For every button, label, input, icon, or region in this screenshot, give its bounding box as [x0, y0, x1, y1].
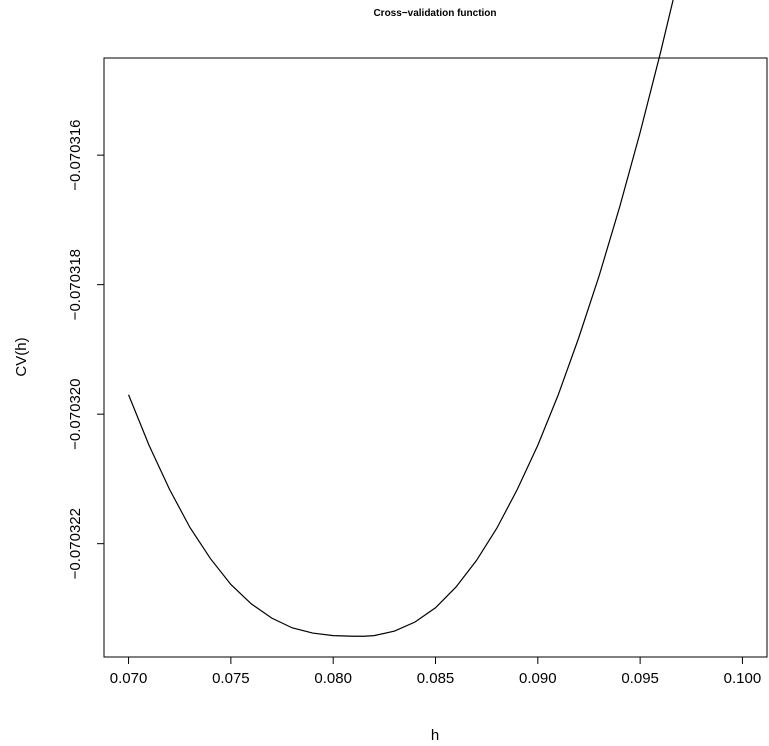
cv-curve-line [128, 0, 674, 637]
x-tick-label: 0.080 [314, 670, 352, 687]
y-tick-label: −0.070320 [67, 378, 84, 449]
x-axis: 0.070 0.075 0.080 0.085 0.090 0.095 0.100 [110, 657, 761, 687]
x-tick-label: 0.070 [110, 670, 148, 687]
y-tick-label: −0.070318 [67, 249, 84, 320]
x-tick-label: 0.100 [724, 670, 762, 687]
y-axis-label: CV(h) [13, 337, 30, 376]
y-tick-label: −0.070322 [67, 508, 84, 579]
x-axis-label: h [431, 727, 439, 744]
plot-frame [103, 57, 768, 658]
x-tick-label: 0.075 [212, 670, 250, 687]
chart-title: Cross−validation function [373, 8, 496, 19]
x-tick-label: 0.090 [519, 670, 557, 687]
y-axis: −0.070316 −0.070318 −0.070320 −0.070322 [67, 119, 104, 579]
x-tick-label: 0.085 [417, 670, 455, 687]
x-tick-label: 0.095 [621, 670, 659, 687]
y-tick-label: −0.070316 [67, 119, 84, 190]
